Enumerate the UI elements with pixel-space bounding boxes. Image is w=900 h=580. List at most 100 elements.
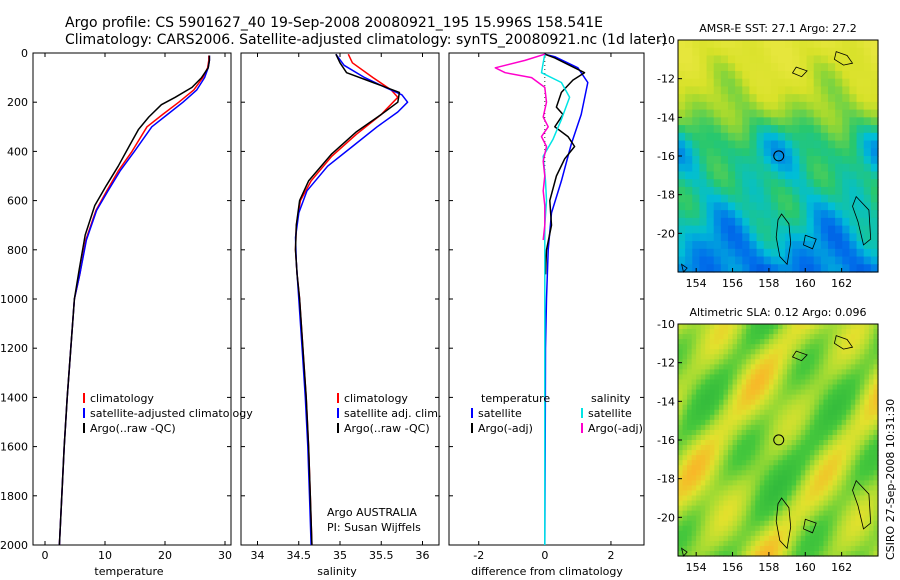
- coastline-outline: [852, 195, 872, 246]
- coastline-outline: [791, 66, 808, 78]
- y-tick-label: 400: [7, 145, 28, 158]
- legend-heading: salinity: [591, 392, 631, 405]
- series-line-cyan: [540, 54, 571, 545]
- plot-frame: [240, 52, 440, 546]
- x-axis-label: temperature: [94, 565, 163, 578]
- map-x-tick-label: 160: [795, 277, 816, 290]
- legend-entry: satellite: [478, 407, 522, 420]
- y-tick-label: 200: [7, 96, 28, 109]
- y-tick-label: 1800: [0, 490, 28, 503]
- map-y-tick-label: -10: [657, 34, 675, 47]
- map-y-tick-label: -14: [657, 111, 675, 124]
- profile-panel-1: 0 10 20 30 0 200 400 600 800 1000 1200 1400 1600 1800…: [0, 47, 253, 578]
- x-tick-label: 35.5: [369, 549, 394, 562]
- side-timestamp-text: CSIRO 27-Sep-2008 10:31:30: [884, 398, 897, 560]
- legend-entry: satellite-adjusted climatology: [90, 407, 253, 420]
- argo-position-marker: [773, 150, 785, 162]
- y-tick-label: 600: [7, 195, 28, 208]
- coastline-outline: [680, 263, 688, 273]
- series-line-black: [294, 53, 401, 546]
- coastline-outline: [775, 213, 792, 266]
- profile-panel-3: -2 0 2 difference from climatology temperatu…: [448, 52, 645, 578]
- map-y-tick-label: -20: [657, 227, 675, 240]
- pi-annotation: PI: Susan Wijffels: [327, 521, 421, 534]
- series-line-red: [294, 53, 399, 546]
- map-field: [678, 324, 879, 557]
- y-tick-label: 1600: [0, 441, 28, 454]
- map-x-tick-label: 162: [831, 561, 852, 574]
- map-x-tick-label: 156: [722, 277, 743, 290]
- map-y-tick-label: -10: [657, 318, 675, 331]
- header-title-line2: Climatology: CARS2006. Satellite-adjuste…: [65, 32, 667, 48]
- series-line-blue: [294, 53, 409, 546]
- x-tick-label: -2: [473, 549, 484, 562]
- map-y-tick-label: -14: [657, 395, 675, 408]
- coastline-outline: [852, 479, 872, 530]
- map-title: AMSR-E SST: 27.1 Argo: 27.2: [699, 22, 857, 35]
- coastline-outline: [833, 51, 854, 66]
- map-panel-1: AMSR-E SST: 27.1 Argo: 27.2 154 156 158 160 1…: [657, 22, 879, 290]
- owner-annotation: Argo AUSTRALIA: [327, 506, 417, 519]
- coastline-outline: [775, 497, 792, 550]
- coastline-outline: [803, 234, 817, 250]
- series-line-black: [544, 53, 586, 275]
- x-tick-label: 34: [251, 549, 265, 562]
- map-field: [678, 40, 879, 273]
- map-y-tick-label: -20: [657, 511, 675, 524]
- map-x-tick-label: 156: [722, 561, 743, 574]
- x-axis-label: difference from climatology: [471, 565, 623, 578]
- y-tick-label: 1000: [0, 293, 28, 306]
- header-title-line1: Argo profile: CS 5901627_40 19-Sep-2008 …: [65, 15, 603, 31]
- profile-panel-2: 34 34.5 35 35.5 36 salinity climatology satelli…: [240, 52, 441, 578]
- y-tick-label: 1200: [0, 342, 28, 355]
- map-y-tick-label: -12: [657, 357, 675, 370]
- legend-entry: Argo(..raw -QC): [90, 422, 176, 435]
- map-x-tick-label: 154: [686, 561, 707, 574]
- map-y-tick-label: -18: [657, 189, 675, 202]
- map-y-tick-label: -16: [657, 434, 675, 447]
- map-y-tick-label: -18: [657, 473, 675, 486]
- x-tick-label: 0: [42, 549, 49, 562]
- coastline-outline: [833, 335, 854, 350]
- map-x-tick-label: 162: [831, 277, 852, 290]
- series-line-blue: [544, 53, 589, 546]
- series-line-black: [58, 55, 211, 546]
- legend-entry: satellite: [588, 407, 632, 420]
- legend-entry: Argo(..raw -QC): [344, 422, 430, 435]
- y-tick-label: 0: [21, 47, 28, 60]
- map-x-tick-label: 158: [758, 561, 779, 574]
- legend-entry: climatology: [344, 392, 408, 405]
- x-tick-label: 36: [416, 549, 430, 562]
- coastline-outline: [803, 518, 817, 534]
- map-title: Altimetric SLA: 0.12 Argo: 0.096: [689, 306, 866, 319]
- x-tick-label: 2: [607, 549, 614, 562]
- series-line-magenta: [494, 53, 549, 241]
- coastline-outline: [680, 547, 688, 557]
- legend-entry: climatology: [90, 392, 154, 405]
- legend-entry: Argo(-adj): [478, 422, 533, 435]
- argo-position-marker: [773, 434, 785, 446]
- map-panel-2: Altimetric SLA: 0.12 Argo: 0.096 154 156 15…: [657, 306, 879, 574]
- x-axis-label: salinity: [317, 565, 357, 578]
- x-tick-label: 35: [333, 549, 347, 562]
- y-tick-label: 1400: [0, 391, 28, 404]
- series-line-blue: [58, 55, 211, 546]
- legend-entry: Argo(-adj): [588, 422, 643, 435]
- map-x-tick-label: 160: [795, 561, 816, 574]
- map-x-tick-label: 154: [686, 277, 707, 290]
- map-x-tick-label: 158: [758, 277, 779, 290]
- y-tick-label: 800: [7, 244, 28, 257]
- map-y-tick-label: -12: [657, 73, 675, 86]
- legend-entry: satellite adj. clim.: [344, 407, 441, 420]
- coastline-outline: [791, 350, 808, 362]
- map-y-tick-label: -16: [657, 150, 675, 163]
- x-tick-label: 10: [98, 549, 112, 562]
- x-tick-label: 34.5: [287, 549, 312, 562]
- y-tick-label: 2000: [0, 539, 28, 552]
- legend-heading: temperature: [481, 392, 550, 405]
- series-line-red: [58, 55, 210, 546]
- x-tick-label: 20: [158, 549, 172, 562]
- x-tick-label: 30: [218, 549, 232, 562]
- x-tick-label: 0: [541, 549, 548, 562]
